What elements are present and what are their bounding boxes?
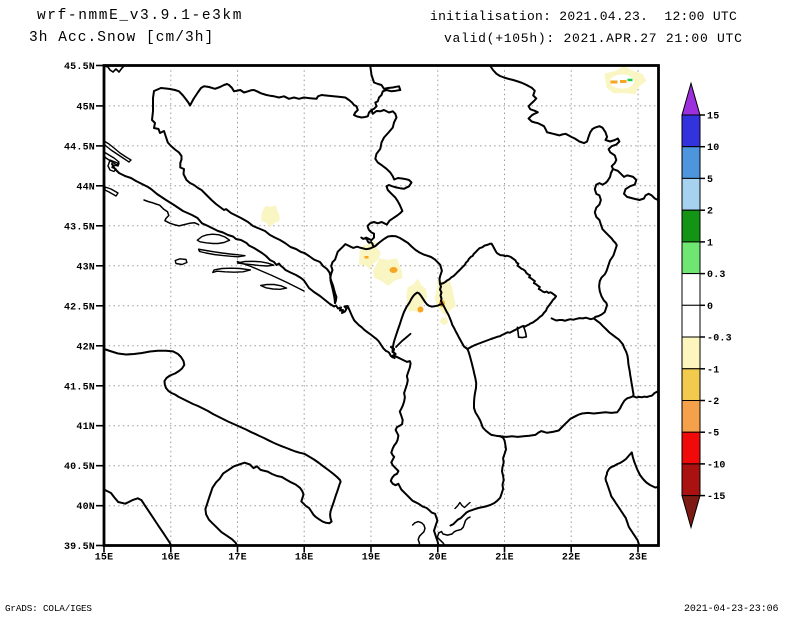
svg-text:43.5N: 43.5N <box>64 222 95 233</box>
svg-text:45.5N: 45.5N <box>64 62 95 73</box>
svg-text:-2: -2 <box>707 397 719 408</box>
svg-text:17E: 17E <box>228 553 247 564</box>
svg-text:21E: 21E <box>495 553 514 564</box>
svg-text:-1: -1 <box>707 365 719 376</box>
svg-text:16E: 16E <box>161 553 180 564</box>
svg-text:41.5N: 41.5N <box>64 382 95 393</box>
svg-text:-0.3: -0.3 <box>707 334 732 345</box>
svg-text:41N: 41N <box>76 422 95 433</box>
svg-text:0: 0 <box>707 302 713 313</box>
svg-text:-5: -5 <box>707 429 719 440</box>
svg-text:40.5N: 40.5N <box>64 462 95 473</box>
svg-text:0.3: 0.3 <box>707 270 726 281</box>
svg-text:-15: -15 <box>707 492 726 503</box>
svg-text:39.5N: 39.5N <box>64 542 95 553</box>
svg-text:19E: 19E <box>362 553 381 564</box>
svg-text:22E: 22E <box>562 553 581 564</box>
svg-text:40N: 40N <box>76 502 95 513</box>
svg-text:44N: 44N <box>76 182 95 193</box>
svg-text:44.5N: 44.5N <box>64 142 95 153</box>
svg-text:2: 2 <box>707 207 713 218</box>
svg-text:15E: 15E <box>95 553 114 564</box>
svg-text:42N: 42N <box>76 342 95 353</box>
svg-text:45N: 45N <box>76 102 95 113</box>
svg-text:18E: 18E <box>295 553 314 564</box>
svg-text:20E: 20E <box>428 553 447 564</box>
svg-text:10: 10 <box>707 143 719 154</box>
svg-text:15: 15 <box>707 112 719 123</box>
svg-text:23E: 23E <box>629 553 648 564</box>
svg-text:5: 5 <box>707 175 713 186</box>
svg-text:-10: -10 <box>707 460 726 471</box>
svg-text:43N: 43N <box>76 262 95 273</box>
svg-text:42.5N: 42.5N <box>64 302 95 313</box>
svg-text:1: 1 <box>707 238 713 249</box>
